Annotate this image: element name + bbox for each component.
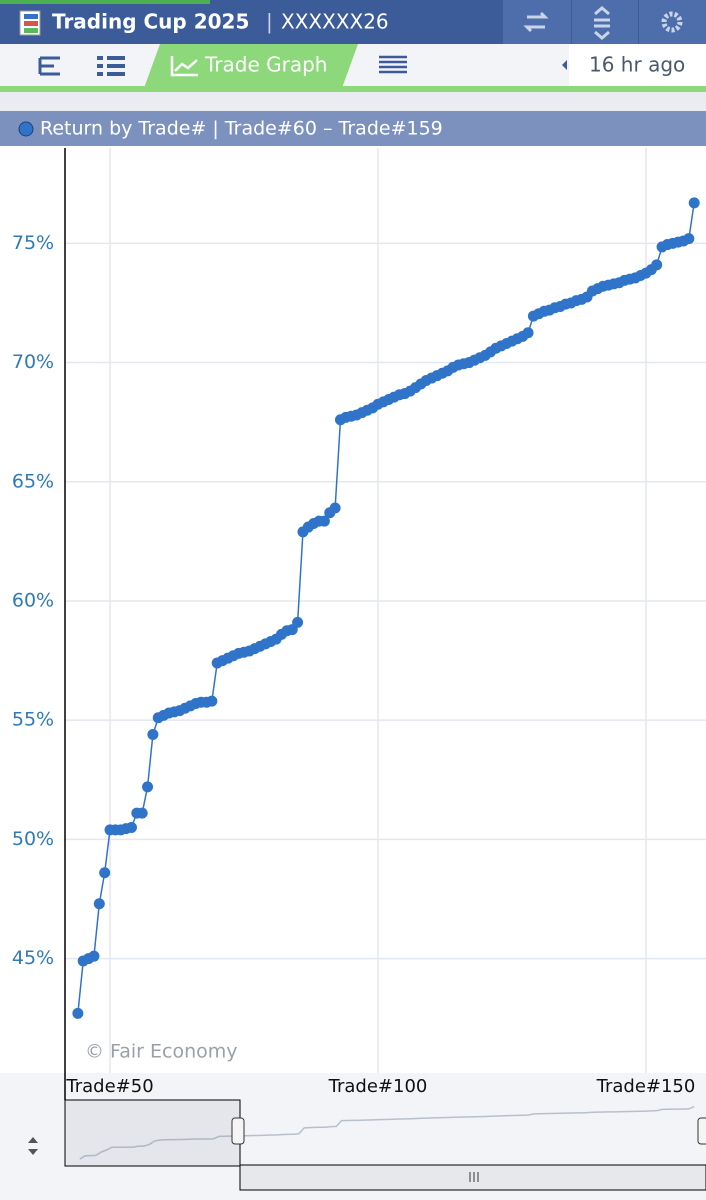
tab-underline <box>0 86 706 92</box>
data-point <box>136 807 148 819</box>
chart-title-bar <box>0 111 706 146</box>
data-point <box>206 695 218 707</box>
settings-button[interactable] <box>639 0 706 44</box>
account-name: XXXXXX26 <box>281 10 389 34</box>
logo-stripe <box>24 21 38 26</box>
y-tick-label: 60% <box>12 589 54 611</box>
data-point <box>142 781 154 793</box>
navigator-series <box>79 1105 695 1160</box>
plot-area <box>65 146 706 1073</box>
header-accent <box>0 0 210 4</box>
watermark: © Fair Economy <box>85 1041 238 1063</box>
tab-icon[interactable] <box>38 56 60 76</box>
resize-icon <box>594 6 610 40</box>
data-point <box>88 950 100 962</box>
navigator-toggle[interactable] <box>28 1137 38 1155</box>
settings-icon <box>661 11 683 33</box>
y-tick-label: 45% <box>12 947 54 969</box>
data-point <box>93 898 105 910</box>
data-point <box>522 327 534 339</box>
data-point <box>318 515 330 527</box>
y-tick-label: 50% <box>12 828 54 850</box>
data-point <box>292 616 304 628</box>
data-point <box>688 197 700 209</box>
data-point <box>683 233 695 245</box>
data-point <box>147 728 159 740</box>
chart-title: Return by Trade# | Trade#60 – Trade#159 <box>40 118 443 140</box>
navigator-mask <box>64 1099 241 1167</box>
logo-stripe <box>24 28 38 33</box>
active-tab-label: Trade Graph <box>204 53 327 77</box>
data-point <box>72 1007 84 1019</box>
x-axis-band <box>0 1073 706 1100</box>
tab-icon[interactable] <box>97 56 125 76</box>
logo-stripe <box>24 14 38 19</box>
swap-button[interactable] <box>503 0 571 44</box>
data-point <box>99 867 111 879</box>
tab-chart-icon <box>170 56 198 77</box>
x-tick-label: Trade#150 <box>596 1076 696 1097</box>
swap-icon <box>523 11 549 33</box>
y-tick-label: 70% <box>12 351 54 373</box>
data-point <box>329 502 341 514</box>
active-tab[interactable] <box>144 44 358 88</box>
x-tick-label: Trade#100 <box>328 1076 428 1097</box>
updated-time: 16 hr ago <box>589 53 685 77</box>
y-tick-label: 75% <box>12 232 54 254</box>
scrollbar[interactable] <box>239 1164 706 1191</box>
y-tick-label: 65% <box>12 470 54 492</box>
separator: | <box>266 10 273 34</box>
time-arrow[interactable] <box>562 60 567 70</box>
y-tick-label: 55% <box>12 709 54 731</box>
navigator <box>79 1105 695 1160</box>
grid <box>65 148 706 1073</box>
x-tick-label: Trade#50 <box>65 1076 153 1097</box>
title-marker <box>18 121 34 137</box>
time-box <box>569 44 706 88</box>
tab-icon[interactable] <box>379 55 407 74</box>
scrollbar-grip <box>469 1172 479 1182</box>
data-point <box>125 821 137 833</box>
spacer <box>0 92 706 111</box>
navigator-handle[interactable] <box>231 1117 245 1145</box>
navigator-handle[interactable] <box>697 1117 706 1145</box>
app-title: Trading Cup 2025 <box>52 10 249 34</box>
data-point <box>651 259 663 271</box>
